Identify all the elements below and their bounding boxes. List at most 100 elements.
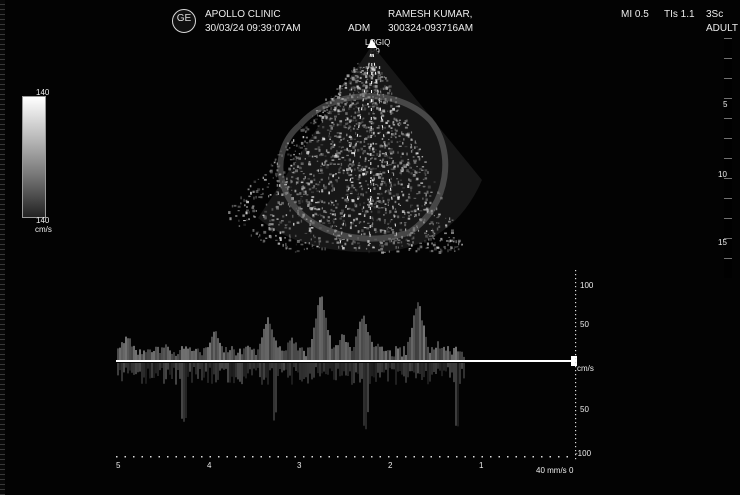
speckle <box>391 133 394 135</box>
speckle <box>412 236 415 240</box>
speckle <box>321 139 324 142</box>
speckle <box>302 193 306 195</box>
speckle <box>337 92 341 96</box>
speckle <box>389 220 392 223</box>
speckle <box>356 85 359 87</box>
speckle <box>380 110 382 112</box>
speckle <box>263 230 267 234</box>
speckle <box>318 242 320 246</box>
speckle <box>371 81 373 83</box>
time-dot <box>286 456 288 458</box>
speckle <box>350 128 352 132</box>
speckle <box>392 161 394 164</box>
speckle <box>391 130 393 132</box>
speckle <box>380 72 383 75</box>
speckle <box>342 106 345 108</box>
speckle <box>425 198 428 201</box>
speckle <box>382 159 384 161</box>
sweep-speed: 40 mm/s <box>536 466 567 475</box>
speckle <box>382 158 385 160</box>
speckle <box>458 239 461 243</box>
speckle <box>427 236 429 239</box>
speckle <box>307 204 310 207</box>
speckle <box>350 221 353 224</box>
speckle <box>369 159 371 162</box>
speckle <box>370 134 374 137</box>
speckle <box>255 232 258 235</box>
speckle <box>363 91 367 95</box>
speckle <box>398 145 402 147</box>
speckle <box>358 176 361 178</box>
scale-dot <box>575 450 577 452</box>
speckle <box>292 214 294 218</box>
speckle <box>353 187 356 189</box>
speckle <box>365 88 368 91</box>
speckle <box>382 87 386 90</box>
speckle <box>305 130 307 133</box>
speckle <box>399 161 402 165</box>
speckle <box>409 163 411 166</box>
speckle <box>417 148 421 152</box>
speckle <box>362 84 365 87</box>
speckle <box>318 220 322 223</box>
speckle <box>258 236 260 238</box>
speckle <box>412 149 414 151</box>
speckle <box>440 248 442 251</box>
speckle <box>410 138 413 141</box>
speckle <box>355 248 357 251</box>
speckle <box>355 141 358 143</box>
speckle <box>301 186 304 189</box>
speckle <box>278 223 280 226</box>
speckle <box>304 192 307 195</box>
speckle <box>264 210 268 213</box>
speckle <box>366 227 370 230</box>
speckle <box>425 230 428 232</box>
speckle <box>363 227 367 229</box>
speckle <box>270 163 273 167</box>
speckle <box>365 86 367 90</box>
speckle <box>363 232 366 236</box>
speckle <box>414 213 417 217</box>
speckle <box>279 221 283 224</box>
speckle <box>319 213 322 215</box>
speckle <box>379 171 382 173</box>
speckle <box>331 201 334 204</box>
speckle <box>314 148 318 150</box>
speckle <box>416 204 419 207</box>
speckle <box>371 154 375 156</box>
speckle <box>337 237 340 239</box>
speckle <box>361 70 364 72</box>
speckle <box>407 134 410 138</box>
speckle <box>410 172 413 175</box>
speckle <box>277 201 280 204</box>
speckle <box>344 242 347 246</box>
speckle <box>298 145 300 149</box>
speckle <box>353 218 356 222</box>
speckle <box>369 148 371 151</box>
speckle <box>405 238 408 242</box>
speckle <box>262 214 265 216</box>
speckle <box>350 181 354 183</box>
speckle <box>306 247 308 250</box>
speckle <box>342 219 345 222</box>
speckle <box>348 125 351 128</box>
speckle <box>242 214 245 217</box>
speckle <box>376 153 379 156</box>
speckle <box>375 66 377 68</box>
speckle <box>358 114 361 116</box>
speckle <box>407 165 410 167</box>
speckle <box>320 218 322 222</box>
speckle <box>368 74 371 78</box>
speckle <box>367 245 370 247</box>
speckle <box>401 190 403 193</box>
speckle <box>365 66 367 69</box>
speckle <box>333 123 335 126</box>
speckle <box>293 139 295 142</box>
speckle <box>278 184 281 187</box>
speckle <box>338 168 341 171</box>
speckle <box>393 162 397 164</box>
speckle <box>346 171 349 174</box>
speckle <box>362 151 366 154</box>
speckle <box>461 243 463 246</box>
speckle <box>387 110 389 112</box>
